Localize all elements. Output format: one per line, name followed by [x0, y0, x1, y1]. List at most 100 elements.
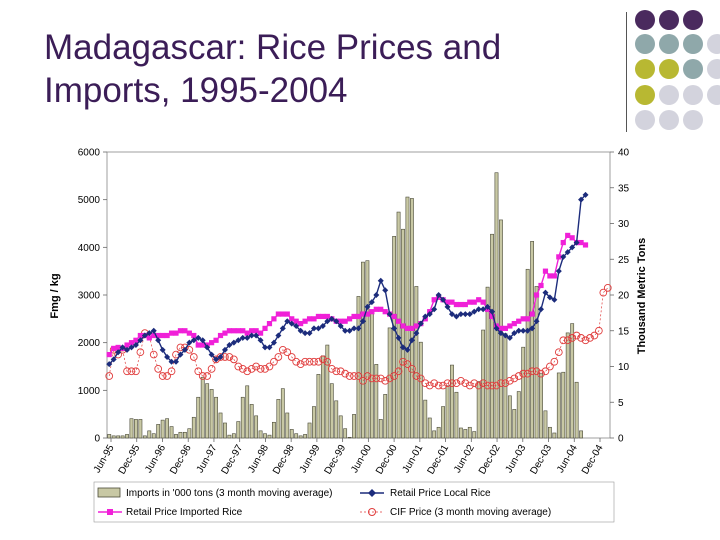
cif-price-point	[310, 357, 318, 366]
x-tick-label: Dec-96	[168, 443, 194, 477]
cif-price-point	[287, 353, 296, 361]
imported-rice-point	[391, 313, 397, 320]
local-rice-point	[342, 327, 349, 334]
right-axis: 0 5 10 15 20 25 30 35 40	[610, 148, 630, 445]
y2-tick-label: 10	[618, 362, 630, 373]
imports-bar	[507, 395, 512, 439]
imported-rice-point	[351, 313, 357, 320]
local-rice-point	[373, 292, 380, 298]
cif-price-point	[550, 357, 559, 366]
local-rice-point	[489, 308, 496, 315]
imports-bar	[414, 286, 419, 439]
imports-bar	[543, 410, 548, 439]
imports-bars	[107, 172, 583, 439]
imports-bar	[579, 430, 583, 439]
imports-bar	[494, 172, 499, 439]
local-rice-point	[515, 327, 522, 334]
local-rice-point	[208, 351, 215, 358]
local-rice-point	[364, 303, 371, 310]
imports-bar	[294, 433, 299, 439]
cif-price-point	[296, 360, 305, 368]
imports-bar	[209, 389, 214, 439]
local-rice-point	[324, 318, 331, 325]
imports-bar	[548, 426, 552, 439]
cif-price-point	[448, 379, 456, 388]
imports-bar	[214, 396, 218, 439]
decor-dot	[683, 34, 703, 54]
cif-price-point	[198, 372, 207, 380]
imported-rice-point	[444, 299, 451, 305]
local-rice-point	[337, 322, 344, 329]
decor-dot	[635, 110, 655, 130]
imported-rice-point	[275, 311, 281, 317]
x-axis: Jun-95 Dec-95 Jun-96 Dec-96 Jun-97 Dec-97 Jun-…	[92, 438, 606, 476]
imported-rice-point	[284, 311, 290, 317]
imports-bar	[383, 394, 388, 439]
local-rice-point	[391, 325, 398, 332]
local-rice-point	[493, 325, 500, 332]
local-rice-point	[235, 337, 242, 344]
imported-rice-point	[115, 344, 121, 351]
imported-rice-point	[364, 311, 371, 317]
cif-price-point	[577, 334, 585, 342]
cif-price-point	[501, 379, 510, 388]
x-tick-label: Dec-01	[426, 443, 452, 477]
imports-bar	[485, 286, 490, 439]
imports-bar	[556, 372, 561, 439]
x-tick-label: Jun-95	[92, 443, 117, 475]
decor-dot	[635, 10, 655, 30]
local-rice-point	[484, 303, 491, 310]
cif-price-point	[430, 379, 439, 388]
imports-bar	[182, 431, 187, 439]
y-tick-label: 5000	[78, 195, 101, 206]
local-rice-point	[279, 325, 286, 332]
imported-rice-point	[262, 325, 268, 331]
cif-price-point	[497, 379, 505, 388]
imported-rice-point	[195, 342, 201, 348]
imports-bar	[476, 381, 481, 439]
imported-rice-point	[186, 330, 192, 336]
local-rice-point	[564, 249, 571, 256]
imports-bar	[574, 381, 579, 439]
imports-bar	[129, 418, 134, 439]
local-rice-point	[502, 332, 509, 339]
cif-price-point	[439, 381, 447, 390]
imported-rice-point	[346, 316, 353, 322]
cif-price-point	[332, 367, 341, 376]
legend-label-cif: CIF Price (3 month moving average)	[390, 507, 551, 518]
cif-price-point	[105, 372, 114, 380]
cif-price-point	[403, 360, 412, 368]
imports-bar	[267, 434, 272, 439]
cif-price-point	[372, 374, 381, 383]
imports-bar	[356, 296, 361, 439]
imports-bar	[245, 385, 250, 439]
local-rice-point	[137, 337, 144, 344]
local-rice-point	[578, 196, 585, 203]
imports-bar	[223, 422, 227, 439]
y2-tick-label: 40	[618, 148, 630, 159]
local-rice-point	[262, 344, 269, 351]
local-rice-point	[284, 318, 291, 325]
imported-rice-point	[160, 332, 166, 339]
imported-rice-point	[409, 325, 415, 331]
decor-dot	[683, 10, 703, 30]
imports-bar	[312, 406, 316, 439]
cif-price-point	[559, 336, 568, 345]
imports-bar	[521, 346, 526, 439]
cif-price-point	[394, 367, 403, 376]
local-rice-point	[221, 346, 228, 353]
cif-price-point	[247, 365, 256, 373]
imported-rice-point	[280, 311, 286, 317]
local-rice-point	[524, 327, 531, 334]
imports-bar	[427, 417, 432, 439]
left-axis: 0 1000 2000 3000 4000 5000 6000	[78, 148, 107, 445]
imported-rice-point	[511, 321, 517, 327]
local-rice-point	[115, 349, 122, 356]
local-rice-point	[293, 322, 300, 329]
decor-dot	[683, 59, 703, 79]
local-rice-point	[417, 320, 424, 327]
imports-bar	[338, 415, 343, 439]
imports-bar	[285, 412, 290, 439]
imported-rice-point	[164, 332, 170, 339]
imports-bar	[329, 383, 334, 439]
